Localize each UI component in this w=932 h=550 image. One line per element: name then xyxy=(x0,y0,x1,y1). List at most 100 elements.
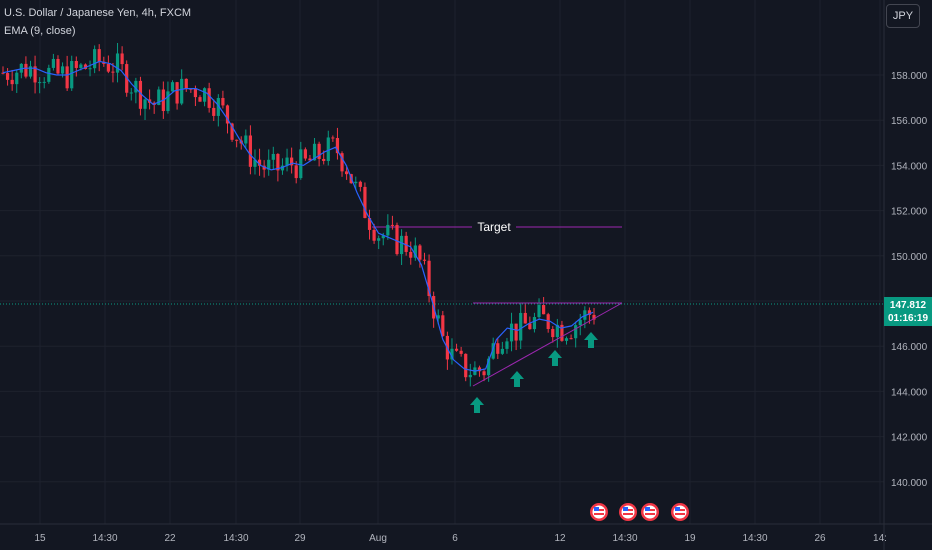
time-tick-label: Aug xyxy=(369,533,387,544)
candle xyxy=(93,45,97,74)
candle xyxy=(358,180,362,192)
candle xyxy=(519,303,523,350)
candle xyxy=(363,182,367,219)
candle xyxy=(271,146,275,170)
candle xyxy=(175,81,179,110)
candle xyxy=(299,141,303,180)
candle xyxy=(404,231,408,256)
candle xyxy=(564,336,569,345)
time-tick-label: 6 xyxy=(452,533,458,544)
candle xyxy=(331,135,335,142)
candle xyxy=(390,215,395,230)
candle xyxy=(170,80,175,92)
candle xyxy=(38,77,42,94)
candle xyxy=(212,99,216,122)
candle xyxy=(248,125,252,175)
indicator-label: EMA (9, close) xyxy=(4,25,76,37)
candle xyxy=(569,334,573,340)
candle xyxy=(312,137,317,161)
arrow-up-icon xyxy=(548,350,562,366)
candle xyxy=(33,55,37,94)
price-tick-label: 158.000 xyxy=(891,71,928,82)
candle xyxy=(335,127,340,160)
candle xyxy=(267,149,271,176)
symbol-title: U.S. Dollar / Japanese Yen, 4h, FXCM xyxy=(4,7,192,19)
candle xyxy=(546,312,550,333)
time-tick-label: 14:30 xyxy=(612,533,637,544)
last-price-value: 147.812 xyxy=(889,300,927,311)
candle xyxy=(482,368,486,382)
time-tick-label: 12 xyxy=(554,533,566,544)
price-tick-label: 152.000 xyxy=(891,207,928,218)
target-line: Target xyxy=(372,218,622,235)
candle xyxy=(551,326,555,343)
candle xyxy=(10,69,14,91)
candle xyxy=(97,44,101,72)
candle xyxy=(340,151,344,177)
candle xyxy=(454,343,459,352)
candle xyxy=(574,321,578,348)
candle xyxy=(395,222,399,256)
currency-button[interactable]: JPY xyxy=(886,4,920,28)
arrow-up-icon xyxy=(470,397,484,413)
bar-countdown: 01:16:19 xyxy=(887,313,929,324)
price-axis: 158.000156.000154.000152.000150.000148.0… xyxy=(891,71,928,489)
us-flag-event-icon xyxy=(590,503,608,521)
time-tick-label: 26 xyxy=(814,533,826,544)
candle xyxy=(496,337,500,360)
candle xyxy=(422,252,427,265)
candle xyxy=(317,141,321,167)
candle xyxy=(111,62,115,83)
candle xyxy=(367,209,372,240)
candle xyxy=(51,53,55,71)
time-tick-label: 15 xyxy=(34,533,46,544)
candle xyxy=(509,312,514,352)
us-flag-event-icon xyxy=(619,503,637,521)
candle xyxy=(326,130,330,166)
price-tick-label: 142.000 xyxy=(891,433,928,444)
up-arrows xyxy=(470,332,598,413)
candle xyxy=(542,297,546,315)
candle xyxy=(184,78,188,92)
candle xyxy=(202,87,207,107)
candle xyxy=(276,153,280,182)
candle xyxy=(377,235,381,250)
price-tick-label: 144.000 xyxy=(891,387,928,398)
candle xyxy=(120,46,124,71)
candle xyxy=(138,76,143,116)
candle xyxy=(42,77,46,89)
candle xyxy=(244,129,248,149)
candle xyxy=(1,66,5,75)
candle xyxy=(560,320,564,342)
time-tick-label: 14:30 xyxy=(742,533,767,544)
time-tick-label: 14: xyxy=(873,533,887,544)
price-tick-label: 150.000 xyxy=(891,252,928,263)
us-flag-event-icon xyxy=(671,503,689,521)
candle xyxy=(523,302,527,324)
candle xyxy=(24,56,28,79)
candle xyxy=(555,318,559,348)
candle xyxy=(345,166,349,180)
candle xyxy=(537,298,541,319)
candle xyxy=(216,94,220,127)
last-price-badge: 147.812 01:16:19 xyxy=(884,297,932,326)
us-flag-event-icon xyxy=(641,503,659,521)
candle xyxy=(65,55,69,91)
candle xyxy=(303,147,307,161)
candle xyxy=(28,60,33,79)
candle xyxy=(198,95,202,102)
candle xyxy=(47,64,51,84)
arrow-up-icon xyxy=(584,332,598,348)
economic-events xyxy=(590,503,689,521)
candle xyxy=(106,55,110,74)
candle xyxy=(473,361,477,376)
arrow-up-icon xyxy=(510,371,524,387)
candle xyxy=(257,148,262,176)
candle xyxy=(413,237,417,261)
candle xyxy=(450,338,454,365)
candle xyxy=(308,154,312,161)
price-tick-label: 156.000 xyxy=(891,116,928,127)
candle xyxy=(83,63,88,70)
price-tick-label: 140.000 xyxy=(891,478,928,489)
